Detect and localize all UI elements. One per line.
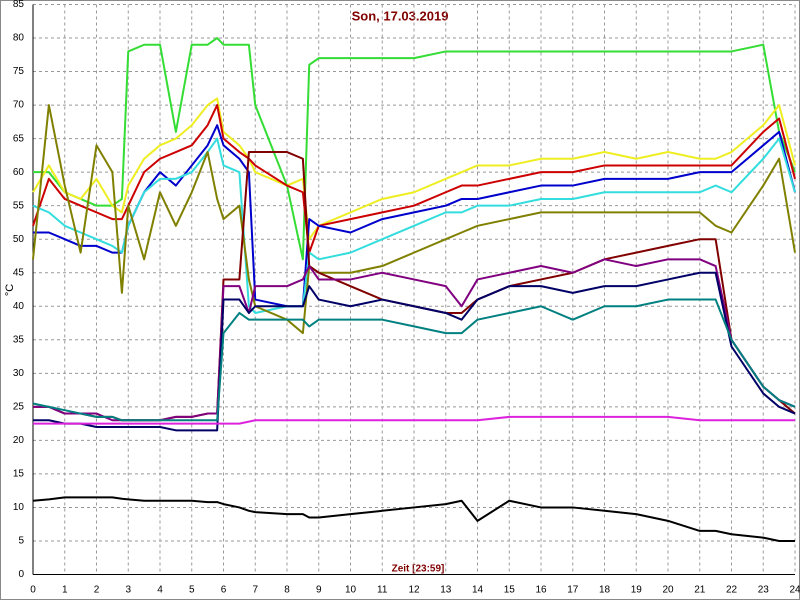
y-tick-label: 50 (13, 234, 25, 245)
x-tick-label: 8 (284, 585, 290, 596)
x-tick-label: 17 (567, 585, 579, 596)
series-line (32, 104, 796, 335)
x-tick-label: 2 (94, 585, 100, 596)
y-tick-label: 10 (13, 502, 25, 513)
y-tick-label: 35 (13, 334, 25, 345)
y-tick-label: 25 (13, 401, 25, 412)
y-tick-label: 85 (13, 0, 25, 10)
x-tick-label: 11 (377, 585, 388, 596)
x-tick-label: 15 (504, 585, 516, 596)
y-tick-label: 45 (13, 267, 25, 278)
x-tick-label: 24 (789, 585, 800, 596)
y-axis-label: °C (4, 284, 16, 296)
x-axis-label: Zeit [23:59] (392, 564, 445, 575)
y-tick-label: 65 (13, 133, 25, 144)
x-tick-label: 22 (726, 585, 738, 596)
x-tick-label: 7 (252, 585, 258, 596)
y-tick-label: 15 (13, 469, 25, 480)
x-tick-label: 0 (30, 585, 36, 596)
series-line (33, 271, 796, 432)
x-tick-label: 10 (345, 585, 357, 596)
x-tick-label: 20 (662, 585, 674, 596)
x-tick-label: 4 (157, 585, 163, 596)
series-line (32, 496, 795, 542)
x-tick-label: 13 (440, 585, 452, 596)
y-tick-label: 30 (13, 368, 25, 379)
x-tick-label: 19 (631, 585, 643, 596)
y-tick-label: 70 (13, 100, 25, 111)
x-tick-label: 23 (758, 585, 770, 596)
x-tick-label: 16 (535, 585, 547, 596)
series-line (32, 298, 796, 422)
y-tick-label: 80 (13, 33, 25, 44)
series-line (33, 415, 795, 425)
y-tick-label: 75 (13, 66, 25, 77)
x-tick-label: 9 (316, 585, 322, 596)
series-line (33, 37, 796, 261)
x-tick-label: 18 (599, 585, 611, 596)
x-tick-label: 5 (189, 585, 195, 596)
y-tick-label: 60 (13, 167, 25, 178)
x-tick-label: 6 (221, 585, 227, 596)
y-tick-label: 5 (18, 536, 24, 547)
y-tick-label: 55 (13, 200, 25, 211)
y-tick-label: 40 (13, 301, 25, 312)
x-tick-label: 12 (408, 585, 420, 596)
x-tick-label: 1 (62, 585, 68, 596)
x-tick-label: 3 (125, 585, 131, 596)
x-tick-label: 14 (472, 585, 484, 596)
x-tick-label: 21 (694, 585, 706, 596)
chart-title: Son, 17.03.2019 (352, 8, 449, 23)
y-tick-label: 0 (18, 569, 24, 580)
y-tick-label: 20 (13, 435, 25, 446)
